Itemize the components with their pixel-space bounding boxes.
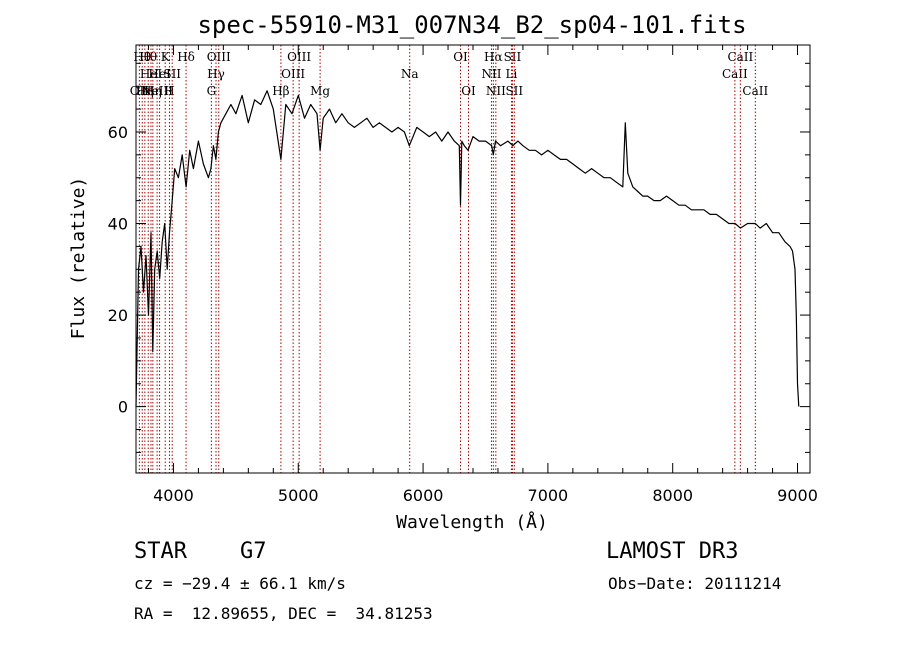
line-label-20: OI (453, 50, 468, 64)
x-tick-label: 8000 (652, 486, 693, 505)
line-label-15: Hβ (272, 84, 289, 98)
line-label-10: SII (163, 67, 181, 81)
chart-title: spec-55910-M31_007N34_B2_sp04-101.fits (197, 11, 746, 39)
line-label-16: OIII (281, 67, 305, 81)
redshift-cz: cz = −29.4 ± 66.1 km/s (134, 574, 346, 593)
survey-name: LAMOST DR3 (606, 539, 739, 564)
line-label-30: CaII (742, 84, 768, 98)
line-label-21: OI (461, 84, 476, 98)
y-tick-label: 60 (108, 123, 128, 142)
line-label-13: Hγ (207, 67, 225, 81)
line-label-8: K (161, 50, 171, 64)
line-label-26: SII (504, 50, 522, 64)
y-tick-label: 40 (108, 215, 128, 234)
y-tick-label: 0 (118, 398, 128, 417)
object-subclass: G7 (240, 539, 267, 564)
coordinates: RA = 12.89655, DEC = 34.81253 (134, 604, 433, 623)
line-label-22: NII (481, 67, 501, 81)
line-label-25: Li (506, 67, 518, 81)
line-label-17: OIII (287, 50, 311, 64)
plot-area: OIIHθHηHθHeIHηNeIIIHeIKHSIIHδGHγOIIIHβOI… (108, 44, 818, 505)
line-label-14: OIII (207, 50, 231, 64)
x-tick-label: 7000 (528, 486, 569, 505)
line-label-9: H (164, 84, 174, 98)
x-tick-label: 4000 (153, 486, 194, 505)
line-label-11: Hδ (177, 50, 195, 64)
x-axis-label: Wavelength (Å) (396, 511, 548, 533)
y-tick-label: 20 (108, 306, 128, 325)
line-label-28: CaII (722, 67, 748, 81)
x-tick-label: 9000 (777, 486, 818, 505)
line-label-1: Hθ (133, 50, 151, 64)
x-tick-label: 5000 (278, 486, 319, 505)
object-class: STAR (134, 539, 187, 564)
line-label-29: CaII (727, 50, 753, 64)
line-label-12: G (207, 84, 217, 98)
line-label-19: Na (401, 67, 419, 81)
line-label-18: Mg (310, 84, 330, 98)
line-label-23: Hα (484, 50, 503, 64)
y-axis-label: Flux (relative) (68, 177, 89, 340)
line-label-24: NII (486, 84, 506, 98)
x-tick-label: 6000 (403, 486, 444, 505)
observation-date: Obs−Date: 20111214 (608, 574, 782, 593)
line-label-3: Hθ (139, 50, 157, 64)
line-label-2: Hη (136, 84, 154, 98)
line-label-27: SII (505, 84, 523, 98)
spectrum-line (135, 90, 800, 407)
